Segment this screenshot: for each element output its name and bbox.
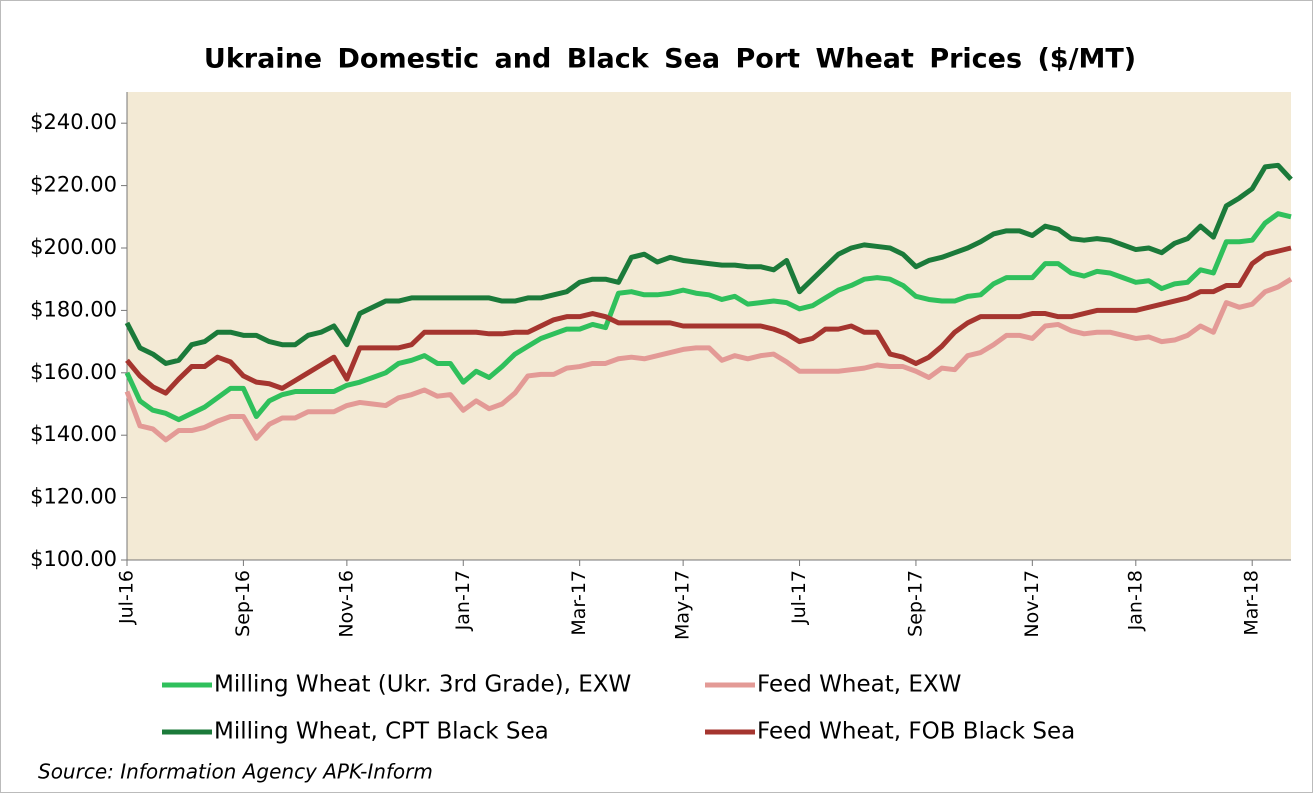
x-tick-label: Jul-16: [116, 570, 138, 625]
x-tick-label: Mar-18: [1241, 570, 1263, 636]
x-tick-label: Mar-17: [568, 570, 590, 636]
y-tick-label: $180.00: [30, 297, 117, 321]
y-tick-label: $120.00: [30, 485, 117, 509]
x-tick-label: Nov-16: [335, 570, 357, 638]
y-tick-label: $160.00: [30, 360, 117, 384]
series-line: [124, 277, 1293, 443]
chart-title: Ukraine Domestic and Black Sea Port Whea…: [204, 44, 1136, 75]
y-tick-label: $200.00: [30, 235, 117, 259]
x-tick-label: May-17: [672, 570, 694, 640]
y-tick-label: $140.00: [30, 422, 117, 446]
legend-label: Milling Wheat (Ukr. 3rd Grade), EXW: [214, 672, 631, 698]
x-tick-label: Sep-17: [904, 570, 926, 637]
y-tick-label: $220.00: [30, 173, 117, 197]
legend-label: Feed Wheat, EXW: [757, 672, 961, 698]
series-line: [124, 162, 1293, 366]
source-note: Source: Information Agency APK-Inform: [38, 760, 433, 784]
legend-label: Feed Wheat, FOB Black Sea: [757, 719, 1075, 745]
x-tick-label: Jul-17: [788, 570, 810, 625]
x-tick-label: Sep-16: [232, 570, 254, 637]
y-tick-label: $100.00: [30, 547, 117, 571]
x-tick-label: Nov-17: [1021, 570, 1043, 638]
x-tick-label: Jan-18: [1124, 570, 1146, 631]
y-tick-label: $240.00: [30, 110, 117, 134]
series-line: [125, 245, 1292, 396]
series-line: [124, 211, 1292, 423]
legend-label: Milling Wheat, CPT Black Sea: [214, 719, 549, 745]
x-tick-label: Jan-17: [452, 570, 474, 631]
